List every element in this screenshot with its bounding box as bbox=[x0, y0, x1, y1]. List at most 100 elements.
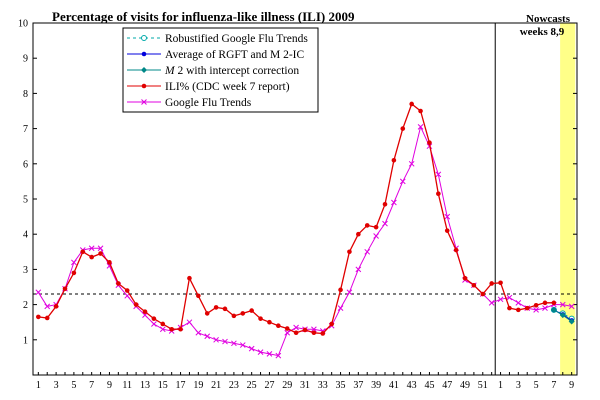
data-point bbox=[542, 305, 548, 311]
legend-label: Google Flu Trends bbox=[165, 97, 252, 109]
data-point bbox=[364, 223, 370, 228]
data-point bbox=[284, 329, 291, 336]
data-point bbox=[373, 233, 379, 239]
data-point bbox=[98, 251, 103, 256]
data-point bbox=[497, 296, 504, 303]
data-point bbox=[249, 308, 254, 313]
x-tick-label: 3 bbox=[54, 380, 59, 391]
data-point bbox=[204, 311, 210, 316]
data-point bbox=[355, 266, 362, 273]
y-tick-label: 7 bbox=[23, 124, 28, 135]
data-point bbox=[186, 319, 193, 326]
x-tick-label: 31 bbox=[300, 380, 310, 391]
x-tick-label: 23 bbox=[229, 380, 239, 391]
x-tick-label: 39 bbox=[371, 380, 381, 391]
data-point bbox=[435, 171, 442, 178]
data-point bbox=[222, 306, 228, 312]
nowcast-label-line2: weeks 8,9 bbox=[520, 26, 565, 38]
data-point bbox=[53, 304, 59, 309]
data-point bbox=[559, 312, 566, 319]
data-point bbox=[240, 311, 246, 316]
x-tick-label: 37 bbox=[353, 380, 363, 391]
data-point bbox=[347, 249, 352, 255]
data-point bbox=[248, 345, 255, 352]
nowcast-label-line1: Nowcasts bbox=[526, 13, 571, 25]
data-point bbox=[133, 302, 139, 307]
legend-label-text: Robustified Google Flu Trends bbox=[165, 33, 308, 45]
data-point bbox=[159, 326, 166, 333]
legend-label: ILI% (CDC week 7 report) bbox=[165, 81, 290, 93]
legend-label-text: ILI% (CDC week 7 report) bbox=[165, 81, 290, 93]
x-tick-label: 29 bbox=[282, 380, 292, 391]
data-point bbox=[62, 286, 68, 292]
data-point bbox=[559, 301, 566, 308]
data-point bbox=[373, 224, 379, 230]
data-point bbox=[213, 336, 219, 343]
data-point bbox=[427, 140, 432, 145]
data-point bbox=[337, 305, 344, 311]
data-point bbox=[71, 270, 77, 276]
data-point bbox=[213, 305, 219, 310]
chart-title: Percentage of visits for influenza-like … bbox=[52, 9, 355, 24]
data-point bbox=[391, 199, 397, 206]
x-tick-label: 3 bbox=[516, 380, 521, 391]
data-point bbox=[97, 245, 104, 252]
data-point bbox=[71, 259, 77, 266]
data-point bbox=[80, 249, 86, 255]
x-tick-label: 7 bbox=[89, 380, 94, 391]
x-tick-label: 41 bbox=[389, 380, 399, 391]
data-point bbox=[417, 123, 424, 130]
x-tick-label: 17 bbox=[176, 380, 186, 391]
data-point bbox=[542, 300, 548, 306]
data-point bbox=[36, 314, 41, 320]
data-point bbox=[462, 275, 468, 281]
data-point bbox=[356, 231, 361, 237]
data-point bbox=[124, 288, 130, 293]
data-point bbox=[258, 316, 263, 321]
data-point bbox=[89, 254, 94, 260]
x-tick-label: 9 bbox=[107, 380, 112, 391]
legend-entry: Google Flu Trends bbox=[127, 97, 252, 109]
data-point bbox=[418, 108, 423, 114]
series-m-2-with-intercept-correction bbox=[550, 306, 575, 325]
y-tick-label: 9 bbox=[23, 54, 28, 65]
y-tick-label: 5 bbox=[23, 195, 28, 206]
data-point bbox=[88, 245, 95, 252]
data-point bbox=[302, 327, 308, 333]
data-point bbox=[408, 160, 415, 167]
data-point bbox=[151, 316, 157, 321]
data-point bbox=[293, 330, 299, 336]
data-point bbox=[524, 305, 530, 311]
data-point bbox=[116, 281, 121, 286]
legend-marker bbox=[141, 99, 147, 105]
x-tick-label: 45 bbox=[424, 380, 434, 391]
y-tick-label: 4 bbox=[23, 230, 28, 241]
x-tick-label: 25 bbox=[247, 380, 257, 391]
legend-entry: ILI% (CDC week 7 report) bbox=[127, 81, 290, 93]
data-point bbox=[480, 291, 486, 297]
data-point bbox=[400, 126, 406, 131]
data-point bbox=[195, 329, 202, 336]
x-tick-label: 15 bbox=[158, 380, 168, 391]
legend-entry: M 2 with intercept correction bbox=[127, 65, 299, 77]
data-point bbox=[568, 318, 575, 325]
x-tick-label: 7 bbox=[551, 380, 556, 391]
x-tick-label: 51 bbox=[478, 380, 488, 391]
data-point bbox=[187, 275, 192, 281]
data-point bbox=[160, 321, 166, 327]
data-point bbox=[329, 321, 334, 327]
data-point bbox=[453, 247, 459, 253]
legend-label: Average of RGFT and M 2-IC bbox=[165, 49, 304, 61]
legend-label-text: Average of RGFT and M 2-IC bbox=[165, 49, 304, 61]
x-tick-label: 5 bbox=[71, 380, 76, 391]
y-tick-label: 6 bbox=[23, 159, 28, 170]
data-point bbox=[267, 319, 272, 325]
data-point bbox=[498, 280, 503, 286]
data-point bbox=[231, 340, 237, 347]
legend-label-text: Google Flu Trends bbox=[165, 97, 252, 109]
data-point bbox=[196, 293, 201, 299]
data-point bbox=[338, 287, 343, 293]
x-tick-label: 33 bbox=[318, 380, 328, 391]
